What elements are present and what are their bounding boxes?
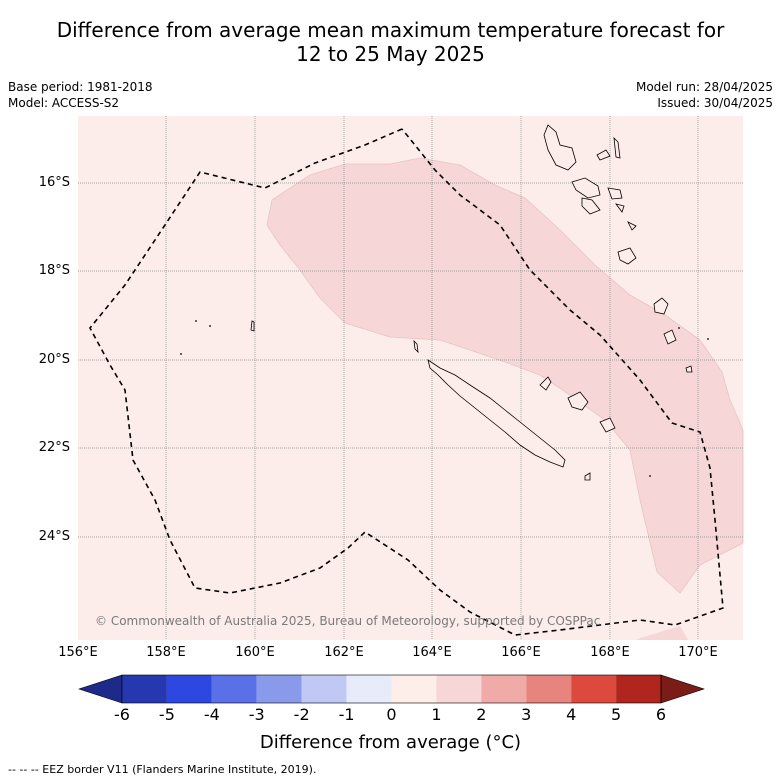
- model-name: Model: ACCESS-S2: [8, 96, 120, 110]
- anomaly-region: [266, 157, 744, 594]
- isle-small-1: [584, 472, 591, 481]
- colorbar-tick-label: 6: [655, 705, 667, 724]
- lon-label-160e: 160°E: [235, 645, 275, 660]
- lon-label-162e: 162°E: [324, 645, 364, 660]
- eez-border: [89, 128, 724, 636]
- colorbar-tick-label: -4: [203, 705, 220, 724]
- meta-right: Model run: 28/04/2025 Issued: 30/04/2025: [636, 79, 773, 111]
- isle-small-2: [413, 339, 419, 354]
- loyalty-island-2: [567, 391, 589, 411]
- colorbar-segment: [346, 675, 392, 703]
- meta-left: Base period: 1981-2018 Model: ACCESS-S2: [8, 79, 153, 111]
- colorbar-tick-label: -6: [114, 705, 130, 724]
- chart-title: Difference from average mean maximum tem…: [0, 18, 781, 66]
- loyalty-island-1: [539, 376, 552, 391]
- colorbar-segment: [526, 675, 572, 703]
- loyalty-island-3: [599, 417, 616, 433]
- colorbar-tick-label: -5: [158, 705, 175, 724]
- isle-small-3: [250, 320, 255, 332]
- colorbar-tick-label: 4: [566, 705, 577, 724]
- colorbar-arrow-high: [660, 674, 705, 704]
- issued-date: Issued: 30/04/2025: [657, 96, 773, 110]
- title-line-2: 12 to 25 May 2025: [296, 42, 485, 66]
- colorbar-tick-label: 3: [521, 705, 532, 724]
- eez-legend-footer: -- -- -- EEZ border V11 (Flanders Marine…: [8, 763, 317, 776]
- colorbar-tick-label: 5: [610, 705, 622, 724]
- lat-label-20s: 20°S: [38, 352, 70, 367]
- colorbar-tick-label: 2: [476, 705, 487, 724]
- colorbar-segment: [211, 675, 257, 703]
- colorbar-segment: [391, 675, 437, 703]
- lat-label-24s: 24°S: [38, 529, 70, 544]
- gridlines: [78, 116, 743, 640]
- lon-label-158e: 158°E: [146, 645, 186, 660]
- lon-label-156e: 156°E: [58, 645, 98, 660]
- anomaly-region-south: [636, 626, 688, 640]
- colorbar-segment: [616, 675, 661, 703]
- colorbar-tick-label: 0: [386, 705, 397, 724]
- colorbar-segment: [571, 675, 617, 703]
- lat-label-22s: 22°S: [38, 440, 70, 455]
- copyright-text: © Commonwealth of Australia 2025, Bureau…: [95, 614, 601, 628]
- base-period: Base period: 1981-2018: [8, 80, 153, 94]
- new-caledonia-island: [427, 359, 566, 468]
- colorbar-segment: [436, 675, 482, 703]
- lon-label-166e: 166°E: [501, 645, 541, 660]
- lat-label-18s: 18°S: [38, 263, 70, 278]
- colorbar-outline: [121, 674, 662, 704]
- colorbar-segment: [166, 675, 212, 703]
- colorbar-tick-label: -3: [248, 705, 265, 724]
- tiny-islands: [180, 320, 709, 477]
- lon-label-170e: 170°E: [678, 645, 718, 660]
- colorbar-segment: [122, 675, 167, 703]
- model-run: Model run: 28/04/2025: [635, 80, 773, 94]
- colorbar-segment: [481, 675, 527, 703]
- colorbar-arrow-low: [78, 674, 123, 704]
- colorbar: [78, 674, 705, 704]
- colorbar-tick-label: -2: [293, 705, 310, 724]
- colorbar-tick-label: 1: [431, 705, 442, 724]
- colorbar-segment: [301, 675, 347, 703]
- lon-label-164e: 164°E: [412, 645, 452, 660]
- colorbar-segment: [256, 675, 302, 703]
- vanuatu-islands: [543, 124, 693, 373]
- lon-label-168e: 168°E: [590, 645, 630, 660]
- colorbar-tick-label: -1: [338, 705, 355, 724]
- colorbar-title: Difference from average (°C): [259, 732, 522, 753]
- title-line-1: Difference from average mean maximum tem…: [56, 18, 725, 42]
- lat-label-16s: 16°S: [38, 175, 70, 190]
